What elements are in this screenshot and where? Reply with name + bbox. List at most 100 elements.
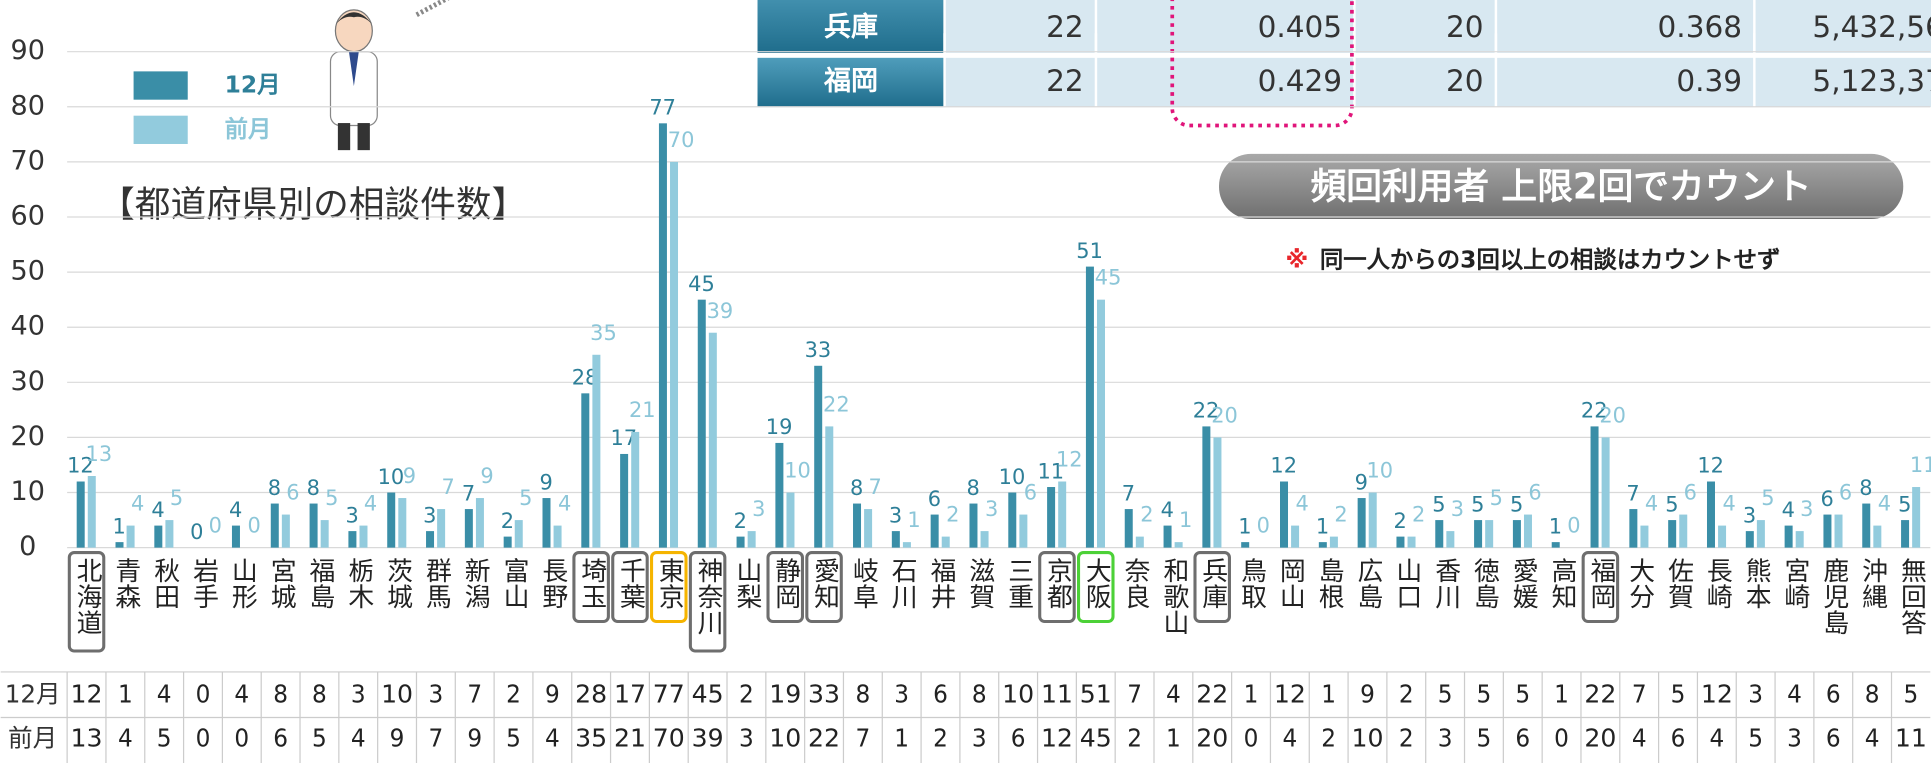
x-tick-label: 北海道: [72, 557, 102, 635]
bar: [321, 520, 329, 548]
table-value: 4: [118, 724, 133, 753]
data-label: 6: [928, 487, 941, 511]
bar: [592, 355, 600, 548]
table-value: 4: [1632, 724, 1647, 753]
data-label: 7: [462, 481, 475, 505]
x-tick-label: 福岡: [1586, 557, 1616, 609]
x-tick-label: 滋賀: [965, 557, 995, 609]
data-label: 7: [442, 475, 455, 499]
table-value: 5: [1477, 679, 1492, 708]
x-tick-label: 広島: [1353, 557, 1383, 609]
data-label: 12: [1270, 454, 1297, 478]
y-tick-label: 60: [11, 201, 45, 232]
table-value: 5: [157, 724, 172, 753]
table-value: 3: [972, 724, 987, 753]
bar: [892, 531, 900, 548]
table-value: 10: [769, 724, 801, 753]
table-value: 3: [429, 679, 444, 708]
table-value: 1: [1554, 679, 1569, 708]
table-value: 45: [1080, 724, 1112, 753]
table-value: 9: [390, 724, 405, 753]
bar: [698, 300, 706, 548]
table-value: 8: [972, 679, 987, 708]
data-label: 5: [325, 486, 338, 510]
bar: [1396, 537, 1404, 548]
bar: [1679, 515, 1687, 548]
data-label: 10: [784, 459, 811, 483]
table-value: 2: [506, 679, 521, 708]
bar: [1552, 542, 1560, 548]
bar: [1474, 520, 1482, 548]
bar: [631, 432, 639, 548]
data-label: 33: [805, 338, 832, 362]
table-value: 2: [1399, 724, 1414, 753]
data-label: 4: [1645, 492, 1658, 516]
speech-mark: [417, 0, 454, 15]
data-label: 35: [590, 321, 617, 345]
bar: [942, 537, 950, 548]
note-mark: ※: [1285, 245, 1308, 273]
bar: [581, 393, 589, 547]
data-label: 11: [1910, 453, 1931, 477]
bar: [1785, 526, 1793, 548]
x-tick-label: 石川: [887, 557, 917, 609]
page: 兵庫220.405200.3685,432,56福岡220.429200.395…: [0, 0, 1931, 763]
x-tick-label: 長崎: [1702, 557, 1732, 609]
x-tick-label: 栃木: [344, 557, 374, 609]
data-label: 4: [1296, 492, 1309, 516]
x-tick-label: 鳥取: [1237, 557, 1267, 609]
bar: [387, 493, 395, 548]
data-label: 10: [1366, 459, 1393, 483]
table-value: 70: [653, 724, 685, 753]
x-tick-label: 東京: [654, 557, 684, 609]
table-value: 4: [1787, 679, 1802, 708]
chart: 兵庫220.405200.3685,432,56福岡220.429200.395…: [0, 0, 1931, 763]
legend-swatch: [134, 71, 188, 99]
x-tick-label: 大阪: [1081, 557, 1111, 609]
x-tick-label: 大分: [1625, 557, 1655, 609]
x-tick-label: 埼玉: [577, 557, 607, 609]
table-value: 4: [351, 724, 366, 753]
chart-title: 【都道府県別の相談件数】: [99, 185, 527, 226]
table-value: 17: [614, 679, 646, 708]
table-value: 4: [545, 724, 560, 753]
bar: [154, 526, 162, 548]
bar: [77, 482, 85, 548]
data-label: 9: [480, 464, 493, 488]
bar: [969, 504, 977, 548]
data-label: 4: [1782, 498, 1795, 522]
doctor-illustration: [330, 10, 377, 150]
data-label: 1: [907, 508, 920, 532]
bar: [748, 531, 756, 548]
table-value: 9: [1360, 679, 1375, 708]
table-value: 1: [1244, 679, 1259, 708]
table-cell: 0.405: [1258, 10, 1343, 44]
bar: [282, 515, 290, 548]
data-label: 5: [1761, 486, 1774, 510]
x-tick-label: 神奈川: [693, 557, 723, 635]
bar: [1058, 482, 1066, 548]
data-label: 20: [1211, 404, 1238, 428]
table-value: 35: [575, 724, 607, 753]
table-value: 12: [71, 679, 103, 708]
data-label: 0: [1257, 514, 1270, 538]
data-label: 2: [734, 509, 747, 533]
data-label: 4: [364, 492, 377, 516]
table-cell: 22: [1046, 64, 1084, 98]
table-value: 8: [273, 679, 288, 708]
x-tick-label: 島根: [1314, 557, 1344, 609]
data-label: 5: [1490, 486, 1503, 510]
legend-label: 12月: [225, 71, 281, 99]
table-value: 2: [1127, 724, 1142, 753]
y-tick-label: 80: [11, 90, 45, 121]
bar: [1164, 526, 1172, 548]
data-label: 3: [1743, 503, 1756, 527]
table-value: 2: [1321, 724, 1336, 753]
data-label: 3: [1800, 497, 1813, 521]
table-value: 5: [1904, 679, 1919, 708]
bar: [1435, 520, 1443, 548]
table-value: 6: [1671, 724, 1686, 753]
bar: [515, 520, 523, 548]
bar: [1019, 515, 1027, 548]
y-tick-label: 70: [11, 145, 45, 176]
